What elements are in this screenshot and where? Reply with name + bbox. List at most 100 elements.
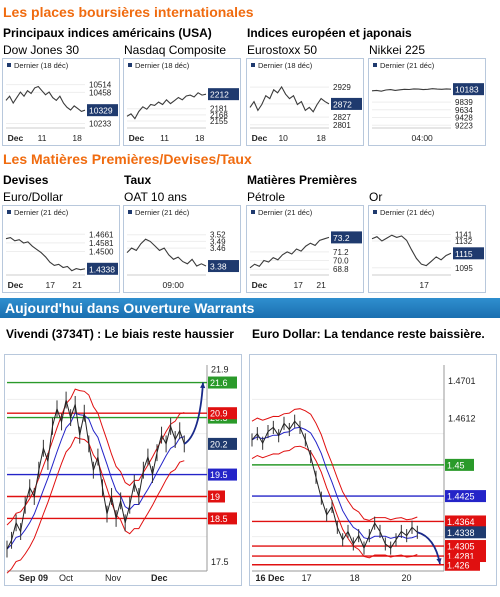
label-petrole[interactable]: Pétrole <box>247 190 286 204</box>
y-tick-label: 1.4661 <box>89 230 114 239</box>
y-tick-label: 9428 <box>455 114 473 123</box>
group-us: Principaux indices américains (USA) <box>3 26 212 40</box>
y-tick-label: 10458 <box>89 88 112 97</box>
y-tick-label: 2168 <box>210 111 228 120</box>
series-line <box>126 92 207 120</box>
legend-text: Dernier (21 déc) <box>380 61 435 70</box>
chart-petrole[interactable]: Dernier (21 déc) 71.2 70.0 68.8 73.2 Dec 17 21 <box>246 205 364 293</box>
last-value-tag <box>453 83 484 96</box>
y-tick-label: 1141 <box>455 231 473 240</box>
vivendi-title[interactable]: Vivendi (3734T) : Le biais reste haussie… <box>6 327 234 341</box>
chart-eurostoxx[interactable]: Dernier (18 déc)29292872282728012872Dec1… <box>246 58 364 146</box>
chart-eurodollar[interactable]: 1.4701 1.4612 1.45 1.4425 1.4364 1.4338 1.4305… <box>249 354 497 586</box>
level-tag-text: 1.4425 <box>447 492 475 502</box>
y-tick-label: 71.2 <box>333 248 349 257</box>
x-tick-label: 17 <box>293 280 303 290</box>
label-nikkei[interactable]: Nikkei 225 <box>369 43 426 57</box>
chart-nikkei[interactable]: Dernier (21 déc) 9839 9634 9428 9223 10183 04:… <box>368 58 486 146</box>
y-tick-label: 1095 <box>455 264 473 273</box>
y-tick-label: 3.52 <box>210 231 226 240</box>
chart-eurusd[interactable]: Dernier (21 déc) 1.4661 1.4581 1.4500 1.4338… <box>2 205 120 293</box>
last-value-tag <box>208 88 239 101</box>
level-tag-red <box>445 515 486 528</box>
projection-arrowhead <box>200 382 206 389</box>
label-or[interactable]: Or <box>369 190 383 204</box>
chart-nasdaq[interactable]: Dernier (18 déc) 2181 2168 2155 2212 Dec 11 18 <box>123 58 241 146</box>
level-tag-green <box>445 458 474 471</box>
label-oat[interactable]: OAT 10 ans <box>124 190 187 204</box>
legend-marker <box>373 63 377 67</box>
chart-or[interactable]: Dernier (21 déc) 1141 1132 1095 1115 17 <box>368 205 486 293</box>
x-tick-label: 11 <box>160 133 169 143</box>
x-tick-label: 11 <box>38 133 47 143</box>
level-tag-text: 20.9 <box>210 409 228 419</box>
level-tag-red <box>208 490 225 503</box>
x-tick-label: 20 <box>401 573 411 583</box>
level-tag-red <box>445 540 486 553</box>
legend-marker <box>128 63 132 67</box>
level-tag-red <box>208 407 237 420</box>
x-tick-label: 10 <box>278 133 288 143</box>
legend-marker <box>7 210 11 214</box>
last-value-text: 73.2 <box>333 233 350 243</box>
x-tick-label: 18 <box>316 133 326 143</box>
y-tick-label: 2827 <box>333 113 351 122</box>
last-value-text: 2212 <box>210 90 229 100</box>
y-tick-label: 2155 <box>210 117 228 126</box>
projection-arrowhead <box>436 558 442 564</box>
level-tag-green <box>208 376 237 389</box>
price-line <box>6 399 185 550</box>
x-tick-label: Oct <box>59 573 74 583</box>
y-tick-label: 1.4581 <box>89 239 114 248</box>
chart-oat[interactable]: Dernier (21 déc) 3.52 3.49 3.46 3.38 09:00 <box>123 205 241 293</box>
label-dow-jones[interactable]: Dow Jones 30 <box>3 43 80 57</box>
last-value-tag <box>87 262 118 275</box>
y-tick-label: 2801 <box>333 121 351 130</box>
level-tag-text: 19.5 <box>210 470 228 480</box>
x-tick-label: Nov <box>105 573 122 583</box>
level-tag-text: 1.45 <box>447 460 465 470</box>
projection-arrow <box>183 382 204 445</box>
legend-text: Dernier (18 déc) <box>135 61 190 70</box>
bollinger-upper <box>251 408 418 521</box>
x-tick-label: 09:00 <box>163 280 185 290</box>
series-line <box>5 85 86 113</box>
y-tick-label: 2181 <box>210 105 228 114</box>
section-title-indices: Les places boursières internationales <box>3 4 254 20</box>
legend-text: Dernier (21 déc) <box>135 208 190 217</box>
label-nasdaq[interactable]: Nasdaq Composite <box>124 43 227 57</box>
label-eurostoxx[interactable]: Eurostoxx 50 <box>247 43 318 57</box>
y-tick-label: 1.4701 <box>448 376 476 386</box>
label-eurusd[interactable]: Euro/Dollar <box>3 190 64 204</box>
last-value-tag <box>208 260 239 273</box>
x-tick-label: 04:00 <box>412 133 434 143</box>
x-tick-label: 16 Dec <box>256 573 285 583</box>
x-tick-label: 17 <box>46 280 56 290</box>
eurodollar-title[interactable]: Euro Dollar: La tendance reste baissière… <box>252 327 485 341</box>
y-tick-label: 17.5 <box>211 557 229 567</box>
y-tick-label: 70.0 <box>333 257 349 266</box>
x-tick-label: Dec <box>252 133 268 143</box>
level-tag-red <box>208 512 237 525</box>
y-tick-label: 1.4500 <box>89 248 114 257</box>
y-tick-label: 10514 <box>89 81 112 90</box>
level-tag-text: 19 <box>210 492 220 502</box>
last-value-tag <box>87 104 118 117</box>
chart-dow-jones[interactable]: Dernier (18 déc) 10514 10458 10233 10329 Dec 1… <box>2 58 120 146</box>
last-value-text: 1.4338 <box>89 264 115 274</box>
legend-marker <box>128 210 132 214</box>
level-tag-tag <box>445 526 486 539</box>
x-tick-label: 21 <box>72 280 82 290</box>
y-tick-label: 2929 <box>333 83 351 92</box>
level-tag-blue <box>208 468 237 481</box>
y-tick-label: 9223 <box>455 121 473 130</box>
section-title-commodities: Les Matières Premières/Devises/Taux <box>3 151 252 167</box>
last-value-text: 2872 <box>333 99 352 109</box>
level-tag-tag <box>208 437 237 450</box>
last-value-text: 10329 <box>89 106 113 116</box>
group-eu-jp: Indices européen et japonais <box>247 26 412 40</box>
group-raw: Matières Premières <box>247 173 358 187</box>
last-value-text: 1115 <box>455 249 473 259</box>
x-tick-label: Dec <box>151 573 168 583</box>
